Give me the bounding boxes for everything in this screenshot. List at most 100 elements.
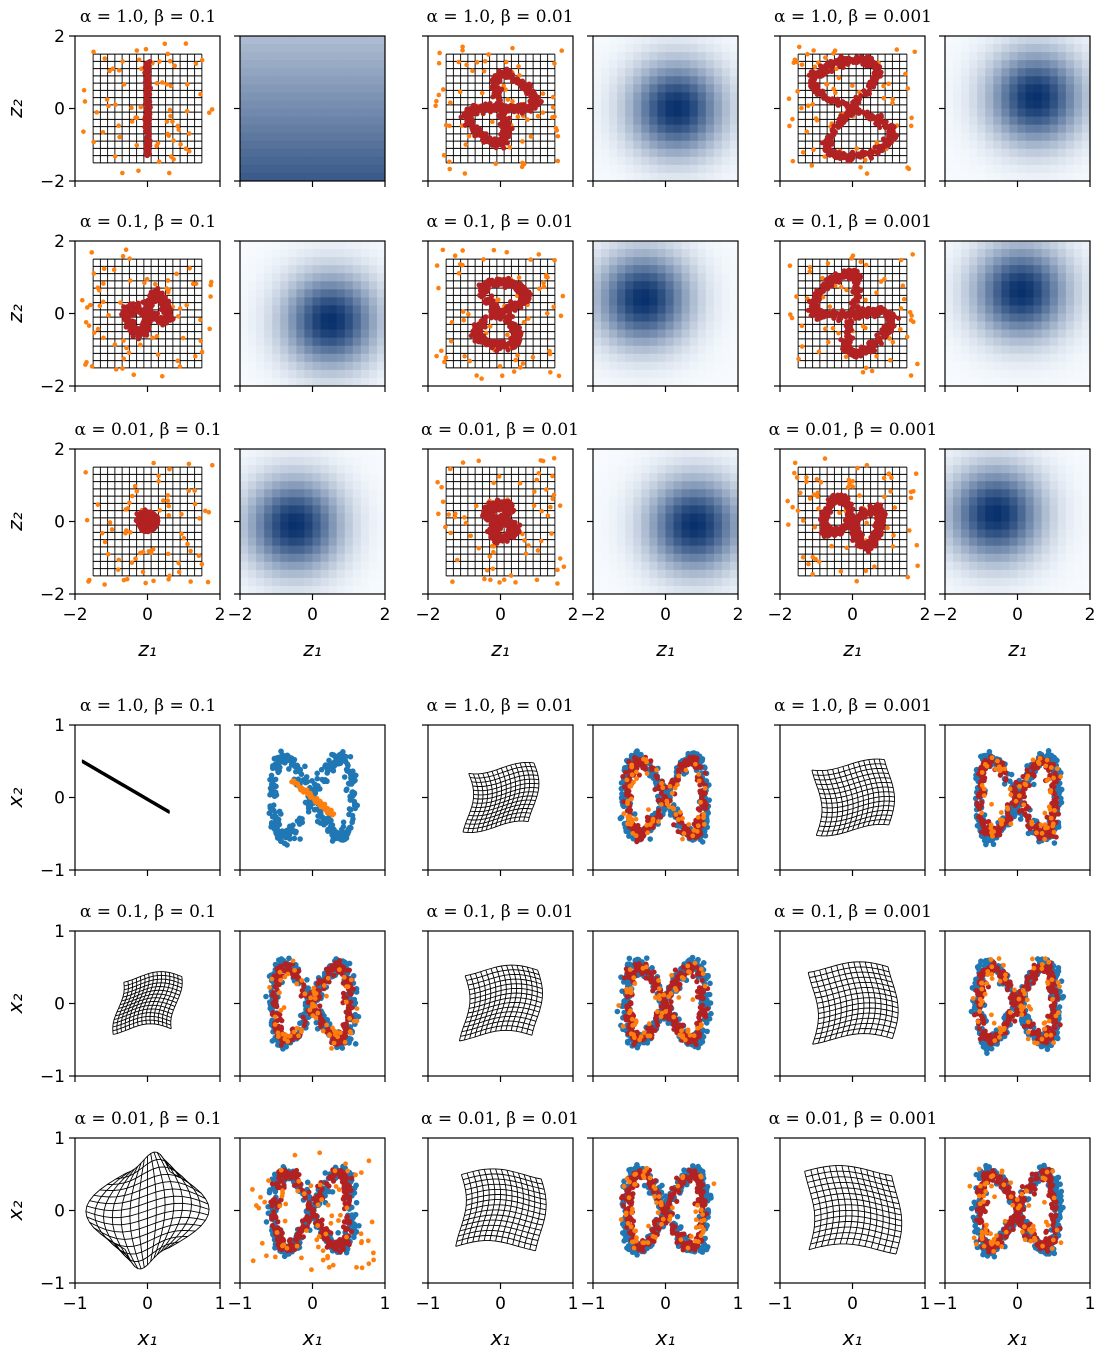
sample-point <box>434 263 440 268</box>
heat-cell <box>288 132 297 142</box>
sample-point <box>907 310 913 315</box>
sample-point <box>810 101 816 107</box>
sample-point <box>433 103 438 109</box>
encoded-point <box>895 315 902 321</box>
heat-cell <box>304 313 313 323</box>
heat-cell <box>1073 68 1083 77</box>
heat-cell <box>601 84 610 93</box>
sample-point <box>903 71 908 77</box>
sample-point <box>854 146 860 151</box>
heat-cell <box>1081 100 1091 109</box>
heat-cell <box>256 305 265 314</box>
heat-cell <box>665 369 675 379</box>
heat-cell <box>673 241 683 250</box>
heat-cell <box>368 313 378 323</box>
sample-point <box>466 311 471 317</box>
heat-cell <box>248 76 257 85</box>
heat-cell <box>360 273 370 282</box>
heat-cell <box>593 313 602 323</box>
heat-cell <box>601 361 610 371</box>
encoded-point <box>829 64 835 70</box>
heat-cell <box>264 273 273 282</box>
heat-cell <box>713 361 723 371</box>
encoded-point <box>856 99 862 106</box>
heat-cell <box>689 249 699 258</box>
heat-cell <box>665 305 675 314</box>
sample-point <box>898 327 903 332</box>
heat-cell <box>288 44 297 53</box>
sample-point <box>552 257 557 263</box>
encoded-point <box>861 88 867 94</box>
encoded-point <box>885 138 891 144</box>
heat-cell <box>993 164 1002 174</box>
heat-cell <box>681 369 691 379</box>
heat-cell <box>705 132 715 142</box>
heat-cell <box>721 249 731 258</box>
heat-cell <box>721 92 731 101</box>
heat-cell <box>312 148 322 158</box>
heat-cell <box>697 140 707 150</box>
heat-cell <box>993 132 1002 142</box>
heat-cell <box>1017 124 1027 134</box>
sample-point <box>888 358 893 363</box>
heat-cell <box>1001 116 1010 126</box>
heat-cell <box>296 257 305 266</box>
heat-cell <box>657 329 666 339</box>
heat-cell <box>256 36 265 45</box>
sample-point <box>175 123 180 129</box>
encoded-point <box>532 96 539 102</box>
heat-cell <box>985 44 994 53</box>
heat-cell <box>264 353 273 363</box>
sample-point <box>799 105 804 111</box>
encoded-point <box>151 290 157 297</box>
heat-cell <box>689 289 699 298</box>
heat-cell <box>713 132 723 142</box>
heat-cell <box>248 337 257 347</box>
heat-cell <box>1001 100 1010 109</box>
heat-cell <box>633 44 642 53</box>
heat-cell <box>248 52 257 61</box>
heat-cell <box>681 313 691 323</box>
encoded-point <box>462 122 468 128</box>
heat-cell <box>721 36 731 45</box>
sample-point <box>186 131 192 136</box>
heat-cell <box>360 164 370 174</box>
heat-cell <box>1025 140 1035 150</box>
heat-cell <box>729 148 739 158</box>
heat-cell <box>985 68 994 77</box>
sample-point <box>136 168 141 174</box>
heat-cell <box>264 68 273 77</box>
heat-cell <box>673 273 683 282</box>
encoded-point <box>868 56 875 62</box>
heat-cell <box>641 369 650 379</box>
heat-cell <box>256 156 265 166</box>
heat-cell <box>657 100 666 109</box>
encoded-point <box>501 145 507 151</box>
heat-cell <box>665 44 675 53</box>
heat-cell <box>312 249 322 258</box>
heat-cell <box>689 273 699 282</box>
heat-cell <box>697 249 707 258</box>
heat-cell <box>609 140 618 150</box>
heat-cell <box>352 313 362 323</box>
heat-cell <box>609 36 618 45</box>
sample-point <box>849 83 855 88</box>
heat-cell <box>953 164 962 174</box>
heat-cell <box>1057 52 1067 61</box>
heat-cell <box>953 108 962 118</box>
heat-cell <box>721 148 731 158</box>
sample-point <box>790 158 796 164</box>
heat-cell <box>601 265 610 274</box>
sample-point <box>558 313 564 319</box>
heat-cell <box>1033 156 1043 166</box>
heat-cell <box>288 241 297 250</box>
heat-cell <box>336 369 346 379</box>
heat-cell <box>248 148 257 158</box>
heat-cell <box>633 265 642 274</box>
encoded-point <box>513 283 519 290</box>
heat-cell <box>360 297 370 306</box>
heat-cell <box>705 281 715 290</box>
heat-cell <box>985 116 994 126</box>
heat-cell <box>1065 156 1075 166</box>
heat-cell <box>1041 164 1051 174</box>
